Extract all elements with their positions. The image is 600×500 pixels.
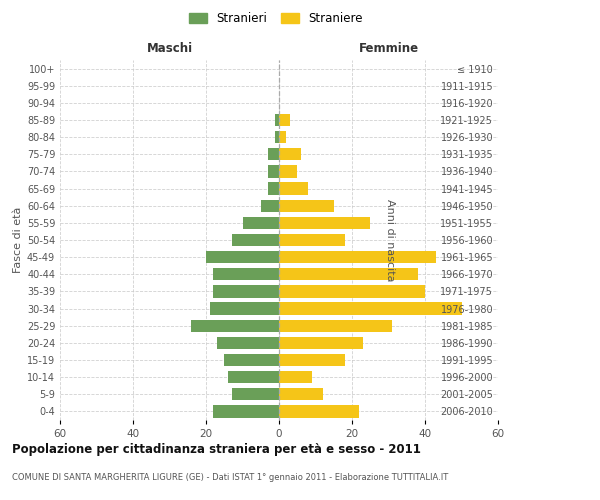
Bar [268, 148, 279, 160]
Bar [268, 166, 279, 177]
Text: Popolazione per cittadinanza straniera per età e sesso - 2011: Popolazione per cittadinanza straniera p… [12, 442, 421, 456]
Bar [279, 166, 297, 177]
Y-axis label: Fasce di età: Fasce di età [13, 207, 23, 273]
Bar [279, 388, 323, 400]
Bar [279, 200, 334, 212]
Bar [279, 182, 308, 194]
Bar [261, 200, 279, 212]
Bar [279, 216, 370, 229]
Text: Maschi: Maschi [146, 42, 193, 55]
Bar [279, 371, 312, 384]
Y-axis label: Anni di nascita: Anni di nascita [385, 198, 395, 281]
Bar [268, 182, 279, 194]
Bar [232, 388, 279, 400]
Text: Femmine: Femmine [358, 42, 419, 55]
Bar [279, 302, 461, 314]
Bar [279, 234, 344, 246]
Bar [275, 114, 279, 126]
Bar [279, 131, 286, 143]
Bar [279, 114, 290, 126]
Bar [279, 336, 363, 349]
Bar [279, 320, 392, 332]
Bar [275, 131, 279, 143]
Bar [242, 216, 279, 229]
Bar [191, 320, 279, 332]
Text: COMUNE DI SANTA MARGHERITA LIGURE (GE) - Dati ISTAT 1° gennaio 2011 - Elaborazio: COMUNE DI SANTA MARGHERITA LIGURE (GE) -… [12, 472, 448, 482]
Bar [214, 406, 279, 417]
Bar [232, 234, 279, 246]
Bar [209, 302, 279, 314]
Bar [217, 336, 279, 349]
Bar [224, 354, 279, 366]
Bar [279, 354, 344, 366]
Bar [214, 268, 279, 280]
Bar [206, 251, 279, 264]
Bar [279, 286, 425, 298]
Bar [279, 251, 436, 264]
Bar [279, 406, 359, 417]
Bar [279, 268, 418, 280]
Legend: Stranieri, Straniere: Stranieri, Straniere [185, 8, 367, 28]
Bar [214, 286, 279, 298]
Bar [279, 148, 301, 160]
Bar [228, 371, 279, 384]
